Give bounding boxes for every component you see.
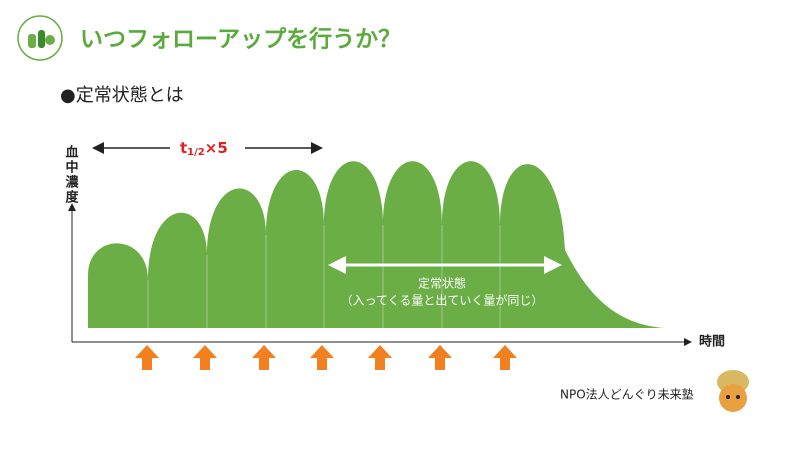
title: いつフォローアップを行うか？ xyxy=(80,26,401,53)
y-axis-label: 中 xyxy=(65,160,78,176)
x-axis-label: 時間 xyxy=(699,334,725,350)
footer: NPO法人どんぐり未来塾 xyxy=(560,387,694,402)
bullet: ●定常状態とは xyxy=(60,85,184,106)
concentration-curve xyxy=(88,161,665,328)
half-life-label: t1/2×5 xyxy=(180,139,228,159)
logo xyxy=(17,15,63,61)
y-axis-label: 血 xyxy=(65,145,78,161)
y-axis-label: 度 xyxy=(65,190,79,206)
mascot xyxy=(717,370,749,412)
steady-state-label: 定常状態 xyxy=(418,276,466,291)
half-life-suffix: ×5 xyxy=(205,139,228,157)
steady-state-note: （入ってくる量と出ていく量が同じ） xyxy=(341,293,544,308)
y-axis-label: 濃 xyxy=(65,175,79,191)
half-life-subscript: 1/2 xyxy=(187,147,205,158)
half-life-base: t xyxy=(180,139,187,157)
dose-dividers xyxy=(147,225,501,328)
dose-arrows xyxy=(135,345,517,370)
